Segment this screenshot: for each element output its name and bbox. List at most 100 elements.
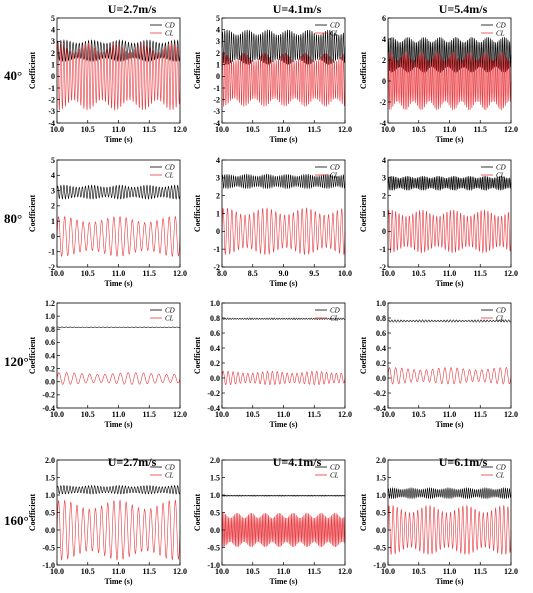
plot-frame: [387, 302, 512, 409]
y-tick-label: 0.2: [210, 359, 220, 368]
legend-label: CD: [330, 307, 340, 315]
y-tick-label: 0.5: [376, 508, 386, 517]
legend-label: CD: [165, 464, 175, 472]
y-tick-label: 4: [216, 25, 220, 34]
y-tick-label: 5: [216, 14, 220, 23]
plot-frame: [56, 302, 181, 409]
panel-1: 10.0 10.5 11.0 11.5 12.0 -4 -3 -2 -1 0 1 2 3 4 5 Time (…: [28, 14, 187, 144]
series-cl-line: [221, 52, 346, 108]
y-tick-label: -2: [379, 98, 386, 107]
y-tick-label: 2: [216, 49, 220, 58]
y-tick-label: -1.0: [373, 561, 386, 570]
y-tick-label: 0.0: [210, 374, 220, 383]
series-cd-line: [221, 317, 346, 320]
y-tick-label: -0.2: [207, 389, 220, 398]
y-axis-label: Coefficient: [359, 494, 368, 532]
y-tick-label: -4: [379, 119, 386, 128]
series-cd-line: [387, 176, 512, 192]
y-tick-label: -1.0: [207, 561, 220, 570]
legend-label: CL: [496, 472, 505, 480]
plot-frame: [56, 459, 181, 566]
y-tick-label: 2: [216, 191, 220, 200]
legend-label: CL: [330, 172, 339, 180]
y-tick-label: 0.0: [376, 374, 386, 383]
y-tick-label: 1: [382, 209, 386, 218]
legend-label: CL: [165, 172, 174, 180]
y-tick-label: -0.5: [373, 543, 386, 552]
panel-10: 10.0 10.5 11.0 11.5 12.0 -1.0 -0.5 0.0 0.5 1.0 1.5…: [28, 456, 187, 586]
y-tick-label: 1.0: [376, 299, 386, 308]
y-tick-label: -0.5: [42, 543, 55, 552]
x-tick-label: 12.0: [504, 410, 518, 419]
series-cd-line: [221, 173, 346, 190]
y-tick-label: 0.0: [45, 526, 55, 535]
x-axis-label: Time (s): [269, 135, 297, 144]
y-tick-label: 1.0: [45, 491, 55, 500]
panel-3: 10.0 10.5 11.0 11.5 12.0 -4 -2 0 2 4 6 Time (s) Coef…: [359, 14, 518, 144]
x-tick-label: 10.0: [50, 125, 64, 134]
y-tick-label: 2: [382, 56, 386, 65]
y-tick-label: 2.0: [45, 456, 55, 465]
x-tick-label: 8.5: [248, 269, 258, 278]
y-axis-label: Coefficient: [359, 337, 368, 375]
x-tick-label: 12.0: [173, 269, 187, 278]
y-tick-label: 1: [216, 60, 220, 69]
y-axis-label: Coefficient: [193, 337, 202, 375]
legend-label: CL: [330, 315, 339, 323]
x-axis-label: Time (s): [104, 420, 132, 429]
y-tick-label: 0.8: [210, 314, 220, 323]
x-tick-label: 9.5: [309, 269, 319, 278]
legend-label: CL: [330, 472, 339, 480]
y-tick-label: 0.4: [210, 344, 220, 353]
legend-label: CD: [165, 307, 175, 315]
x-axis-label: Time (s): [435, 420, 463, 429]
panel-5: 8.0 8.5 9.0 9.5 10.0 -2 -1 0 1 2 3 4 Time (s) Coeffic…: [193, 156, 352, 288]
x-tick-label: 11.5: [142, 269, 156, 278]
x-axis-label: Time (s): [269, 420, 297, 429]
series-cd-line: [387, 486, 512, 500]
x-tick-label: 11.5: [473, 269, 487, 278]
x-tick-label: 10.5: [246, 410, 260, 419]
y-tick-label: 1: [51, 60, 55, 69]
x-tick-label: 12.0: [173, 410, 187, 419]
y-tick-label: -2: [213, 95, 220, 104]
y-tick-label: -0.4: [42, 404, 55, 413]
series-cl-line: [387, 51, 512, 111]
y-axis-label: Coefficient: [28, 337, 37, 375]
series-cd-line: [56, 326, 181, 328]
series-cl-line: [387, 504, 512, 555]
row-label-40: 40°: [4, 68, 22, 83]
y-axis-label: Coefficient: [193, 52, 202, 90]
row-label-80: 80°: [4, 211, 22, 226]
x-tick-label: 11.5: [473, 410, 487, 419]
y-tick-label: 1.2: [45, 299, 55, 308]
y-tick-label: -0.4: [207, 404, 220, 413]
y-tick-label: -0.4: [373, 404, 386, 413]
legend-label: CL: [165, 315, 174, 323]
col-title-3: U=5.4m/s: [439, 2, 488, 16]
y-tick-label: 0: [382, 77, 386, 86]
y-axis-label: Coefficient: [193, 195, 202, 233]
legend-label: CD: [496, 307, 506, 315]
x-tick-label: 10.0: [381, 269, 395, 278]
legend-label: CD: [496, 22, 506, 30]
panel-8: 10.0 10.5 11.0 11.5 12.0 -0.4 -0.2 0.0 0.2 0.4 0.6…: [193, 299, 352, 429]
x-tick-label: 11.0: [112, 567, 126, 576]
y-tick-label: 0: [51, 72, 55, 81]
legend-label: CL: [496, 315, 505, 323]
y-tick-label: 0.0: [45, 378, 55, 387]
x-tick-label: 10.0: [215, 125, 229, 134]
y-tick-label: -0.2: [373, 389, 386, 398]
x-tick-label: 10.0: [50, 567, 64, 576]
series-cd-line: [221, 29, 346, 65]
plot-frame: [56, 159, 181, 268]
y-tick-label: 1.5: [45, 473, 55, 482]
col-title-bottom-2: U=4.1m/s: [273, 455, 322, 469]
x-tick-label: 11.0: [443, 410, 457, 419]
y-tick-label: 4: [382, 35, 386, 44]
series-cl-line: [221, 207, 346, 256]
y-tick-label: -1: [48, 248, 55, 257]
x-tick-label: 10.5: [246, 567, 260, 576]
y-tick-label: 4: [216, 156, 220, 165]
